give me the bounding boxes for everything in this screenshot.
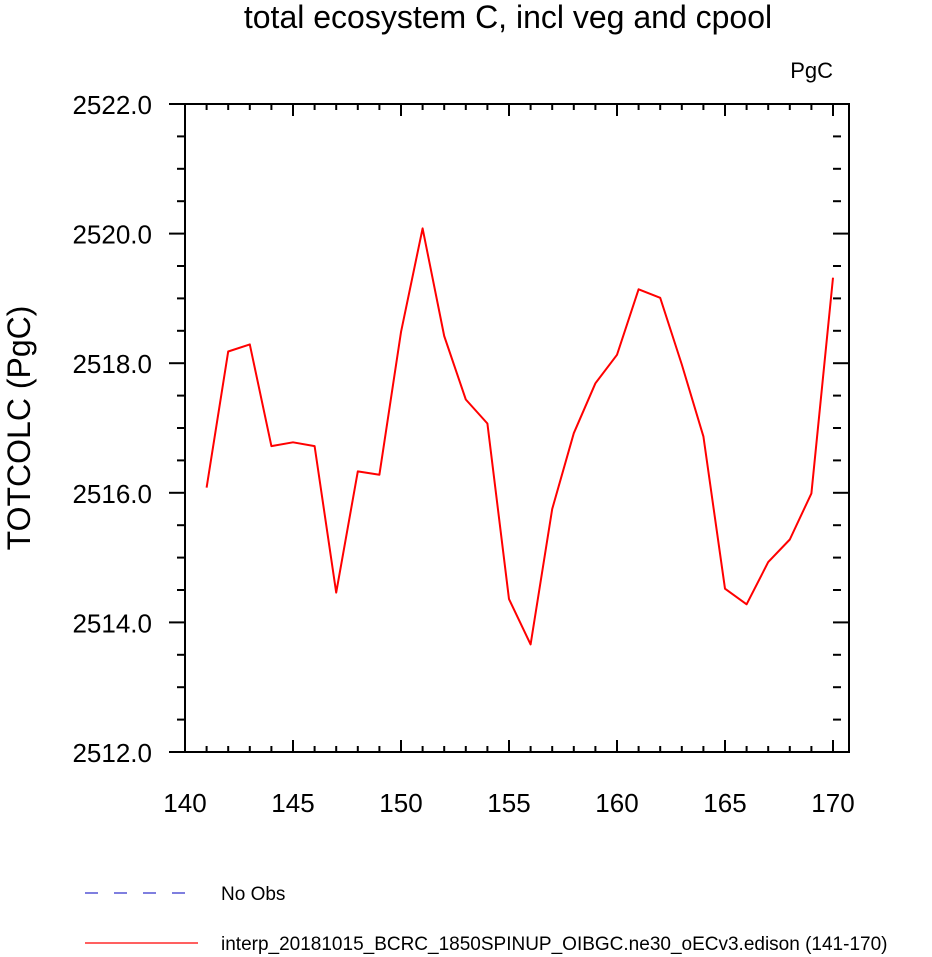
x-tick-label: 150 xyxy=(379,788,422,818)
series-layer xyxy=(205,227,834,646)
x-tick-label: 140 xyxy=(163,788,206,818)
axis-tick-labels: 140 145 150 155 160 165 170 2512.0 2514.0 2516.0 2… xyxy=(72,90,854,818)
chart-title: total ecosystem C, incl veg and cpool xyxy=(244,0,772,35)
y-tick-label: 2518.0 xyxy=(72,349,152,379)
plot-frame xyxy=(184,103,850,753)
y-tick-label: 2516.0 xyxy=(72,479,152,509)
y-tick-label: 2520.0 xyxy=(72,220,152,250)
y-tick-label: 2512.0 xyxy=(72,738,152,768)
legend-label-no-obs: No Obs xyxy=(221,884,285,905)
x-tick-label: 165 xyxy=(703,788,746,818)
x-tick-label: 145 xyxy=(271,788,314,818)
axis-ticks xyxy=(169,103,849,753)
x-tick-label: 170 xyxy=(811,788,854,818)
y-axis-label: TOTCOLC (PgC) xyxy=(1,306,37,551)
y-tick-label: 2522.0 xyxy=(72,90,152,120)
units-label: PgC xyxy=(790,58,833,83)
x-tick-label: 160 xyxy=(595,788,638,818)
legend: No Obs interp_20181015_BCRC_1850SPINUP_O… xyxy=(85,884,887,955)
series-line-0 xyxy=(205,227,834,646)
y-tick-label: 2514.0 xyxy=(72,608,152,638)
x-tick-label: 155 xyxy=(487,788,530,818)
legend-label-model: interp_20181015_BCRC_1850SPINUP_OIBGC.ne… xyxy=(221,934,887,955)
